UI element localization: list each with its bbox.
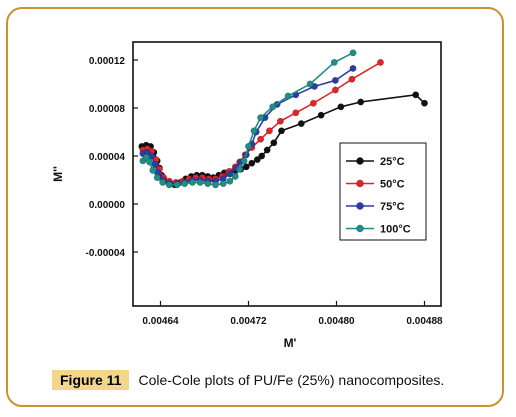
plot-area [132,41,442,307]
data-point [240,157,248,165]
series-3 [139,49,357,189]
figure-caption: Figure 11 Cole-Cole plots of PU/Fe (25%)… [52,369,444,391]
legend-label: 50°C [380,179,405,191]
y-tick-label: 0.00004 [89,152,126,163]
data-point [159,178,167,186]
data-point [348,75,356,83]
data-point [317,111,325,119]
data-point [204,180,212,188]
y-tick-label: 0.00012 [89,56,126,67]
x-axis: 0.00464 0.00472 0.00480 0.00488 [142,301,443,327]
y-tick-label: 0.00000 [89,200,126,211]
x-tick-label: 0.00472 [230,316,267,327]
data-point [188,178,196,186]
legend-box [339,142,427,241]
data-point [331,76,339,84]
data-point [226,170,234,178]
x-tick-label: 0.00480 [318,316,355,327]
y-axis: -0.00004 0.00000 0.00004 0.00008 0.00012 [86,56,138,259]
data-point [257,114,265,122]
legend: 25°C 50°C 75°C 100°C [339,142,427,241]
data-point [219,180,227,188]
data-point [269,103,277,111]
data-point [263,146,271,154]
data-point [337,103,345,111]
legend-marker [356,202,364,210]
data-point [377,58,384,66]
data-point [242,163,250,171]
data-point [181,180,189,188]
data-point [151,160,159,168]
data-point [236,165,244,173]
data-point [278,127,285,135]
series-line [142,61,381,184]
legend-label: 75°C [380,201,405,213]
figure-label: Figure 11 [52,370,130,390]
data-point [253,156,261,164]
data-point [149,166,157,174]
data-point [196,178,204,186]
data-point [265,127,273,135]
legend-marker [356,224,364,233]
data-point [309,99,317,107]
data-point [276,117,284,125]
data-point [331,86,339,94]
y-tick-label: -0.00004 [86,248,126,259]
y-axis-label: M'' [51,166,65,182]
data-point [226,177,234,185]
data-point [165,181,173,189]
legend-marker [356,157,364,165]
data-point [330,58,338,66]
data-point [153,174,161,182]
data-point [306,80,314,88]
x-axis-label: M' [284,336,297,350]
x-tick-label: 0.00464 [142,316,179,327]
data-point [421,99,428,107]
y-tick-label: 0.00008 [89,104,126,115]
data-point [173,181,181,189]
legend-label: 100°C [380,224,411,236]
x-tick-label: 0.00488 [406,316,443,327]
data-point [212,181,219,189]
data-point [250,127,258,135]
data-point [257,135,265,143]
data-point [349,64,357,72]
data-point [231,172,239,180]
data-point [258,152,266,160]
data-point [412,91,420,99]
data-point [297,120,305,128]
caption-text: Cole-Cole plots of PU/Fe (25%) nanocompo… [138,372,445,388]
series-layer [138,49,428,189]
legend-marker [356,179,364,188]
data-point [245,142,252,150]
data-point [292,109,300,117]
data-point [248,159,256,167]
data-point [146,158,153,166]
data-point [357,98,365,106]
data-point [270,139,278,147]
data-point [349,49,357,57]
data-point [142,153,150,161]
data-point [284,92,292,100]
legend-label: 25°C [380,156,405,168]
